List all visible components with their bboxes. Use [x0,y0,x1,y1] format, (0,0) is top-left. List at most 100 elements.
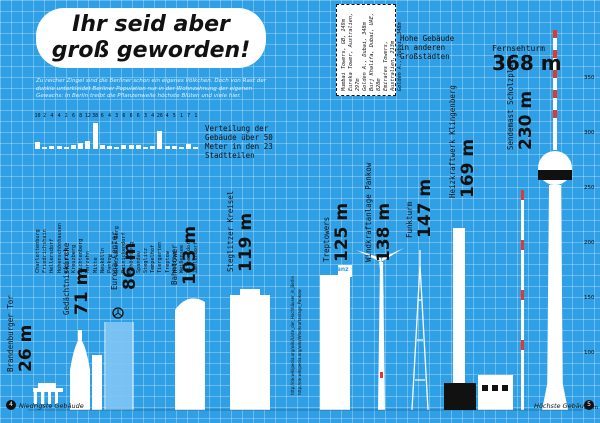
district-bar [71,144,76,149]
building-name: Treptowers [322,216,331,262]
district-bar [42,147,48,149]
district-count: 3 [143,113,147,119]
bahntower-shape [175,298,205,410]
district-bar [85,140,91,149]
district-count: 5 [172,113,176,119]
other-city-line: Emirates Towers, Australien, 213m [383,41,396,91]
footer-left-text: Niedrigste Gebäude [19,402,84,410]
building-height: 26 m [16,324,36,372]
building-height: 103 m [180,225,200,285]
building-name: Heizkraftwerk Klingenberg [448,85,457,198]
building-height: 138 m [374,202,394,262]
district-bar [35,142,40,149]
district-count: 1 [179,113,183,119]
district-count: 6 [71,113,75,119]
building-height: 71 m [72,267,92,315]
district-count: 4 [165,113,169,119]
other-city-line: Golden A., Dubai, 348m [362,22,368,91]
building-name: Brandenburger Tor [6,295,15,372]
treptowers-shape [320,265,352,410]
district-bar [78,143,84,149]
windkraftanlage-shape [356,248,404,410]
district-bar [114,146,120,149]
district-bar [49,146,55,149]
building-height: 86 m [120,242,140,290]
building-height: 368 m [492,51,562,75]
intro-text: Zu reicher Zingel sind die Berliner scho… [36,78,267,99]
building-name: Bahntower [170,244,179,285]
gedaechtniskirche-shape [70,330,102,410]
fernsehturm-shape [538,30,572,410]
district-bar [171,145,177,149]
district-count: 6 [100,113,104,119]
building-height: 125 m [332,202,352,262]
allianz-logo: Allianz [326,266,349,273]
other-cities-title: Hohe Gebäude in anderen Großstädten [400,34,455,61]
district-bar [99,144,105,149]
district-bar [164,146,170,149]
building-name: Windkraftanlage Pankow [364,162,373,262]
building-name: Gedächtniskirche [62,242,71,315]
title-line-2: groß geworden! [51,38,251,63]
building-name: Funkturm [405,201,414,238]
axis-tick-label: 300 [584,130,595,136]
district-bar [121,144,127,149]
title-box: Ihr seid aber groß geworden! [36,8,266,68]
district-bar [143,146,148,149]
axis-tick-label: 150 [584,295,595,301]
building-name: Europa-Center [110,231,119,290]
district-count: 2 [43,113,47,119]
district-bar [128,144,134,149]
district-bar [135,144,141,149]
district-bar [92,123,98,149]
footer-right-number: 5 [584,400,594,410]
district-bar [63,147,69,149]
brandenburger-tor-shape [33,383,63,404]
other-city-line: Eureka Tower, Australien, 297m [348,12,361,91]
district-bar [107,146,112,149]
district-count: 4 [107,113,111,119]
funkturm-shape [411,250,429,411]
district-chart-title: Verteilung der Gebäude über 50 Meter in … [205,124,273,160]
district-count: 38 [92,113,99,119]
district-count: 1 [194,113,198,119]
footer-right-text: Höchste Gebäude [534,402,592,410]
axis-tick-label: 100 [584,350,595,356]
district-count: 2 [64,113,68,119]
district-count: 4 [57,113,61,119]
district-bar [157,130,163,149]
district-count: 6 [136,113,140,119]
district-bar [193,147,199,149]
district-count: 6 [122,113,126,119]
axis-tick-label: 350 [584,75,595,81]
sendemast-shape [521,190,524,410]
axis-tick-label: 250 [584,185,595,191]
heizkraftwerk-shape [444,228,513,410]
other-cities-card: Mumbai Towers, GB, 149m Eureka Tower, Aus… [336,4,403,96]
other-city-line: Mumbai Towers, GB, 149m [341,19,347,91]
district-count: 3 [115,113,119,119]
credit-1: http://de.wikipedia.org/wiki/Liste_der_H… [290,275,295,395]
europa-center-shape [104,307,134,410]
building-height: 230 m [516,90,536,150]
building-name: Steglitzer Kreisel [226,190,235,272]
district-count: 7 [187,113,191,119]
district-bar [150,146,156,149]
district-count: 8 [79,113,83,119]
building-height: 169 m [458,138,478,198]
footer-left-number: 4 [6,400,16,410]
credit-2: http://de.wikipedia.org/wiki/Windkraftan… [297,289,302,395]
building-height: 147 m [415,178,435,238]
district-bar [56,146,62,149]
district-count: 26 [156,113,163,119]
title-line-1: Ihr seid aber [72,12,230,37]
steglitzer-kreisel-shape [230,289,270,410]
district-count: 6 [129,113,133,119]
district-bar [186,144,192,149]
building-height: 119 m [236,212,256,272]
axis-tick-label: 200 [584,240,595,246]
district-count: 4 [151,113,155,119]
district-chart: 10 Charlottenburg 2 Friedrichshain 4 Hellersd… [34,113,204,273]
